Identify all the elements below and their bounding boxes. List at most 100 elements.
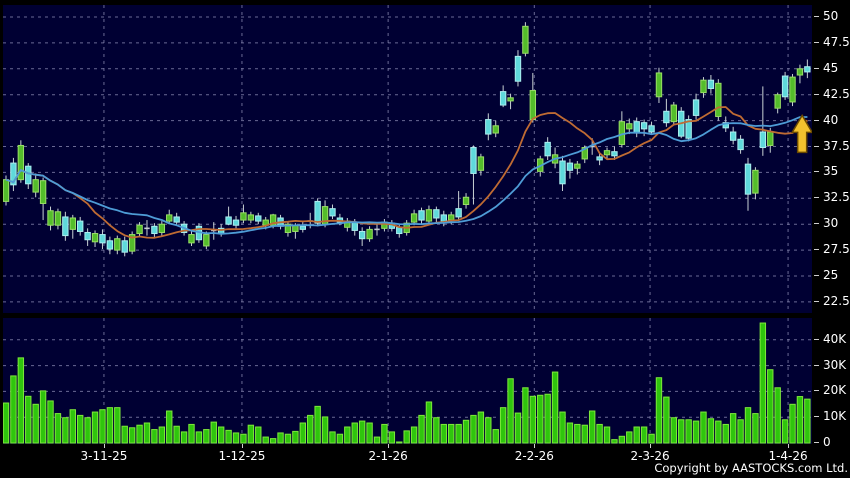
candle-body: [121, 240, 128, 253]
candle-body: [707, 79, 715, 89]
volume-bar: [210, 421, 217, 444]
candle-body: [485, 119, 492, 135]
price-axis-label: 40: [814, 113, 838, 127]
volume-bar: [69, 409, 76, 444]
price-axis-label-text: 32.5: [823, 190, 850, 205]
price-axis-label: 30: [814, 217, 838, 230]
candle-body: [596, 156, 603, 161]
volume-bar: [633, 426, 640, 444]
volume-bar: [32, 403, 39, 444]
volume-bar: [188, 423, 195, 444]
volume-bar: [381, 423, 388, 444]
price-axis-label: 37.5: [814, 139, 850, 153]
volume-bar: [180, 431, 188, 444]
axis-tick: [814, 93, 819, 95]
volume-bar: [722, 423, 729, 444]
volume-bar: [551, 371, 559, 444]
volume-bar: [25, 395, 32, 444]
date-axis-label: 1-12-25: [218, 449, 266, 463]
price-axis-label-text: 22.5: [823, 293, 850, 308]
volume-bar: [329, 431, 336, 444]
volume-bar: [685, 419, 692, 444]
volume-bar: [151, 429, 158, 444]
volume-pane[interactable]: [3, 318, 812, 444]
candle-body: [648, 125, 655, 133]
price-chart[interactable]: [3, 5, 812, 313]
volume-bar: [3, 402, 10, 444]
date-tick: [650, 444, 652, 448]
axis-tick: [814, 171, 819, 173]
candle-body: [425, 209, 433, 222]
volume-bar: [396, 441, 403, 444]
axis-tick: [814, 390, 819, 392]
volume-bar: [277, 432, 284, 444]
volume-bar: [618, 435, 626, 444]
date-axis-label: 2-1-26: [368, 449, 408, 463]
axis-tick: [814, 67, 819, 69]
candle-body: [737, 138, 744, 151]
volume-bar: [692, 420, 700, 444]
volume-bar: [729, 413, 737, 444]
candle-body: [77, 220, 84, 232]
axis-tick: [814, 300, 819, 302]
candle-body: [581, 147, 588, 160]
volume-axis-label-text: 40K: [823, 331, 847, 346]
volume-bar: [114, 407, 121, 444]
candle-body: [32, 179, 39, 193]
candle-body: [39, 180, 47, 204]
volume-bar: [358, 420, 366, 444]
volume-bar: [499, 407, 507, 444]
candle-body: [655, 72, 663, 98]
volume-bar: [91, 411, 99, 444]
candle-body: [106, 240, 114, 250]
candle-body: [559, 160, 566, 185]
volume-bar: [700, 411, 707, 444]
volume-bar: [240, 433, 247, 444]
volume-bar: [477, 411, 485, 444]
candle-body: [715, 82, 722, 117]
candle-body: [729, 131, 737, 141]
date-axis-label: 2-2-26: [514, 449, 554, 463]
candle-body: [499, 91, 507, 106]
volume-bar: [292, 430, 299, 444]
volume-bar: [804, 398, 811, 444]
volume-bar: [789, 403, 796, 444]
price-pane[interactable]: [3, 5, 812, 313]
volume-bar: [522, 387, 529, 444]
candle-body: [47, 210, 54, 226]
volume-chart[interactable]: [3, 318, 812, 444]
price-axis-label-text: 47.5: [823, 34, 850, 49]
axis-tick: [814, 197, 819, 199]
candle-body: [789, 76, 796, 103]
volume-bar: [99, 409, 106, 444]
candle-body: [69, 217, 76, 230]
date-axis-label: 1-4-26: [768, 449, 808, 463]
price-axis-label-text: 35: [823, 164, 839, 179]
candle-body: [640, 122, 648, 130]
volume-bar: [514, 412, 522, 444]
volume-bar: [603, 426, 611, 444]
volume-bar: [566, 422, 574, 444]
candle-body: [433, 209, 440, 219]
candle-body: [284, 223, 292, 233]
candle-body: [351, 221, 358, 231]
volume-bar: [128, 427, 136, 444]
volume-bar: [307, 414, 314, 444]
volume-bar: [10, 375, 17, 444]
candle-body: [396, 226, 403, 235]
candle-body: [299, 225, 307, 230]
price-axis-label: 27.5: [814, 243, 850, 256]
volume-bar: [217, 426, 225, 444]
volume-bar: [373, 436, 381, 444]
candle-body: [314, 200, 321, 224]
price-axis-label-text: 30: [823, 216, 839, 231]
price-axis-label: 47.5: [814, 34, 850, 49]
volume-bar: [448, 423, 455, 444]
volume-bar: [232, 432, 240, 444]
candle-body: [203, 234, 210, 247]
volume-bar: [121, 425, 128, 444]
date-tick: [103, 444, 105, 448]
candle-body: [618, 121, 626, 145]
axis-tick: [814, 442, 819, 443]
